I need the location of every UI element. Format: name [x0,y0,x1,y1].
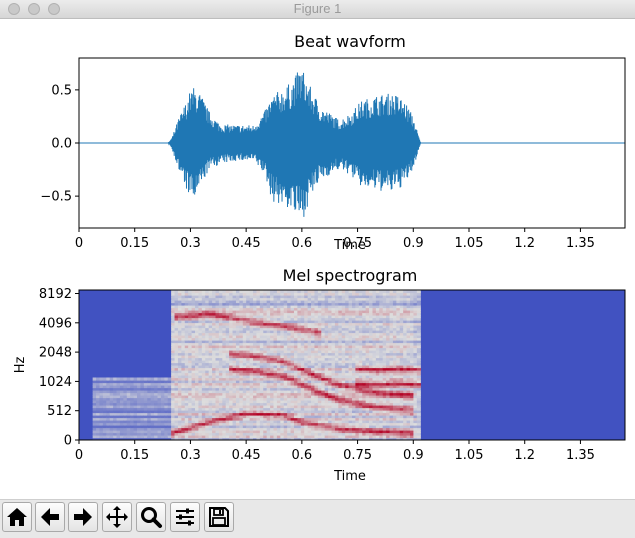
waveform-ytick-label: 0.5 [51,83,72,98]
waveform-line [79,72,625,216]
spectrogram-cell [140,378,144,381]
spectrogram-cell [157,378,161,381]
waveform-xlabel: Time [333,238,366,253]
waveform-ytick-label: 0.0 [51,137,72,152]
waveform-xtick-label: 1.35 [566,236,595,251]
spectrogram-cell [161,378,165,381]
window-title: Figure 1 [0,1,635,16]
spectrogram-cell [103,378,107,381]
spectrogram-image [79,290,625,441]
waveform-plot [79,72,625,216]
spectrogram-cell [106,378,110,381]
spectrogram-cell [154,378,158,381]
spectrogram-cell [151,378,155,381]
spectrogram-cell [137,378,141,381]
spectrogram-cell [113,378,117,381]
spectrogram-cell [147,378,151,381]
spectrogram-cell [96,378,100,381]
spectrogram-cell [168,378,172,381]
spectrogram-cell [99,378,103,381]
window-titlebar: Figure 1 [0,0,635,19]
spectrogram-cell [144,378,148,381]
waveform-xtick-label: 1.05 [455,236,484,251]
spectrogram-cell [117,378,121,381]
spectrogram-cell [120,378,124,381]
spectrogram-cell [123,378,127,381]
waveform-xtick-label: 0 [75,236,83,251]
waveform-xtick-label: 1.2 [514,236,535,251]
spectrogram-cell [164,378,168,381]
waveform-xtick-label: 0.45 [232,236,261,251]
spectrogram-cell [93,378,97,381]
waveform-xtick-label: 0.6 [292,236,313,251]
waveform-xtick-label: 0.3 [180,236,201,251]
waveform-xtick-label: 0.15 [120,236,149,251]
spectrogram-cell [134,378,138,381]
waveform-title: Beat wavform [294,32,406,51]
spectrogram-title: Mel spectrogram [283,266,418,285]
waveform-xtick-label: 0.9 [403,236,424,251]
spectrogram-cell [130,378,134,381]
spectrogram-cell [110,378,114,381]
waveform-ytick-label: −0.5 [40,190,72,205]
spectrogram-cell [127,378,131,381]
